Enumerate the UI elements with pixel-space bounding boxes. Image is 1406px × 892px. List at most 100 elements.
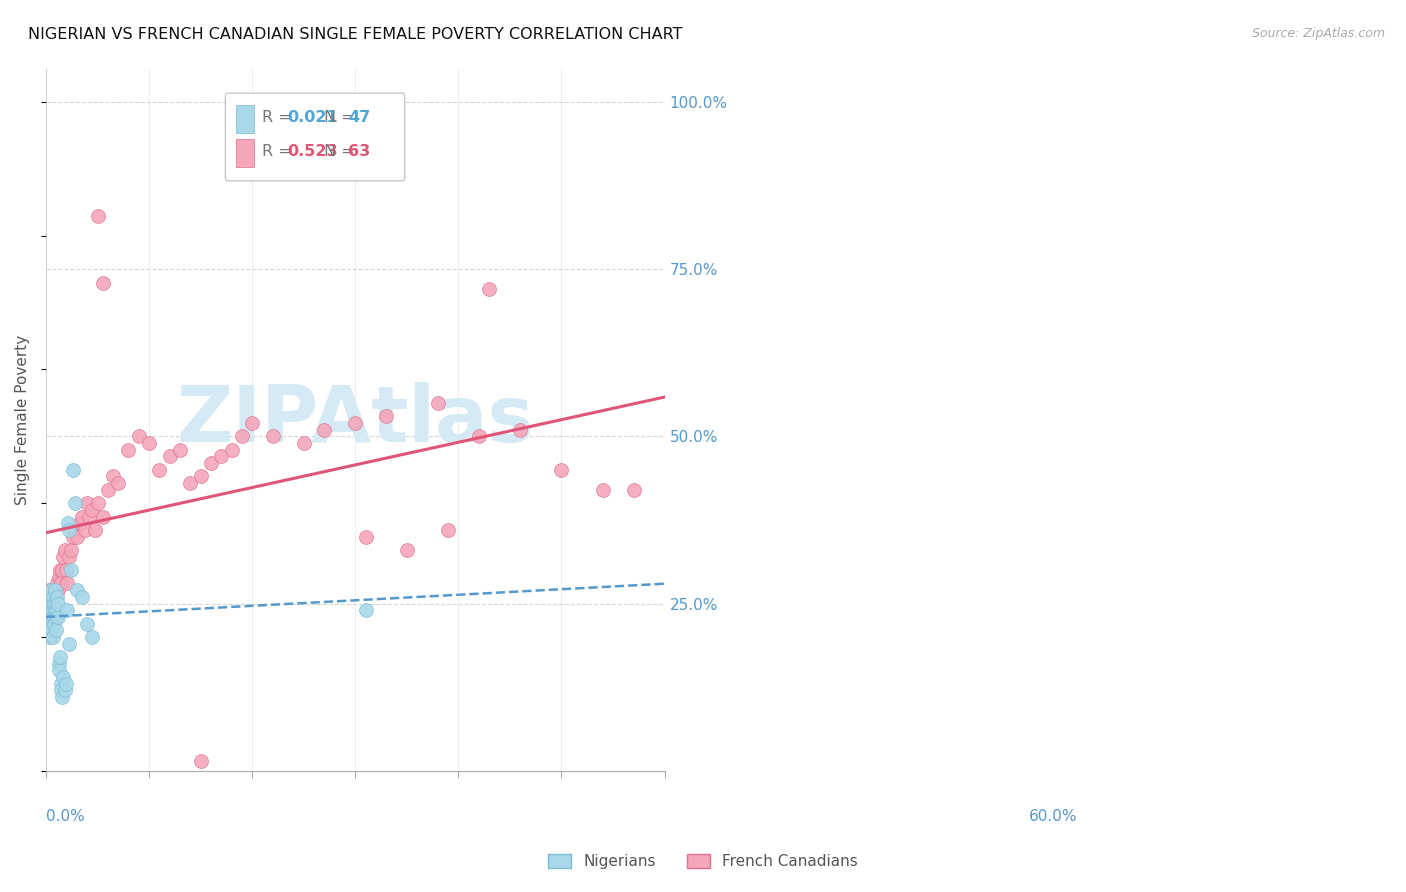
Point (86, 496, 108, 510)
Point (55, 603, 77, 617)
Point (37, 590, 59, 604)
Point (70, 509, 93, 524)
Point (41, 597, 63, 611)
Point (48, 570, 70, 584)
Point (44, 603, 66, 617)
Point (426, 396, 449, 410)
Point (46, 603, 69, 617)
Point (44, 597, 66, 611)
Point (45, 597, 67, 611)
Point (42, 630, 65, 644)
Point (44, 610, 66, 624)
Point (354, 603, 377, 617)
Text: ZIPAtlas: ZIPAtlas (177, 382, 534, 458)
Point (45, 624, 67, 638)
Point (39, 597, 62, 611)
Point (375, 409, 398, 424)
Point (86, 209, 108, 223)
Point (44, 597, 66, 611)
Point (148, 463, 170, 477)
Point (42, 590, 65, 604)
Point (38, 583, 60, 598)
Bar (236, 105, 254, 133)
Point (62, 463, 84, 477)
Point (107, 476, 129, 491)
Text: 60.0%: 60.0% (1028, 809, 1077, 824)
Point (200, 456, 222, 470)
Point (66, 530, 89, 544)
Point (46, 576, 69, 591)
Point (49, 650, 72, 665)
Text: R =: R = (263, 144, 297, 159)
Point (44, 583, 66, 598)
Point (344, 416, 367, 430)
Point (77, 509, 100, 524)
Point (91, 509, 114, 524)
Point (39, 616, 62, 631)
Point (41, 610, 63, 624)
Point (117, 442, 139, 457)
Point (39, 597, 62, 611)
Point (53, 543, 76, 558)
Point (39, 610, 62, 624)
Point (623, 483, 645, 497)
Point (55, 576, 77, 591)
Point (91, 276, 114, 290)
Text: 0.021: 0.021 (287, 111, 337, 125)
Point (354, 530, 377, 544)
Point (437, 523, 460, 537)
Point (76, 616, 98, 631)
Point (75, 523, 97, 537)
Point (478, 282, 501, 296)
Point (101, 469, 124, 483)
Point (159, 450, 181, 464)
Text: R =: R = (263, 111, 297, 125)
Point (82, 503, 104, 517)
Point (58, 523, 80, 537)
Point (46, 597, 69, 611)
Point (53, 683, 76, 698)
Point (38, 616, 60, 631)
Point (82, 630, 104, 644)
Point (51, 677, 73, 691)
Point (46, 590, 69, 604)
Point (231, 429, 253, 443)
Point (44, 616, 66, 631)
Point (395, 543, 418, 558)
Text: 47: 47 (347, 111, 370, 125)
FancyBboxPatch shape (225, 93, 405, 181)
Point (48, 657, 70, 671)
Bar (236, 139, 254, 167)
Point (58, 637, 80, 651)
Point (41, 590, 63, 604)
Point (38, 603, 60, 617)
Point (55, 677, 77, 691)
Point (84, 523, 107, 537)
Text: N =: N = (325, 111, 360, 125)
Point (39, 583, 62, 598)
Point (62, 530, 84, 544)
Point (45, 610, 67, 624)
Point (190, 754, 212, 768)
Point (169, 442, 191, 457)
Point (56, 516, 79, 531)
Point (221, 442, 243, 457)
Point (52, 549, 75, 564)
Point (49, 563, 72, 577)
Point (190, 469, 212, 483)
Point (262, 429, 284, 443)
Point (128, 429, 150, 443)
Point (97, 483, 120, 497)
Point (240, 416, 263, 430)
Point (59, 563, 82, 577)
Point (46, 610, 69, 624)
Point (39, 630, 62, 644)
Point (58, 549, 80, 564)
Point (42, 603, 65, 617)
Point (52, 670, 75, 684)
Text: Source: ZipAtlas.com: Source: ZipAtlas.com (1251, 27, 1385, 40)
Text: 63: 63 (347, 144, 370, 159)
Point (55, 563, 77, 577)
Point (51, 563, 73, 577)
Point (70, 590, 93, 604)
